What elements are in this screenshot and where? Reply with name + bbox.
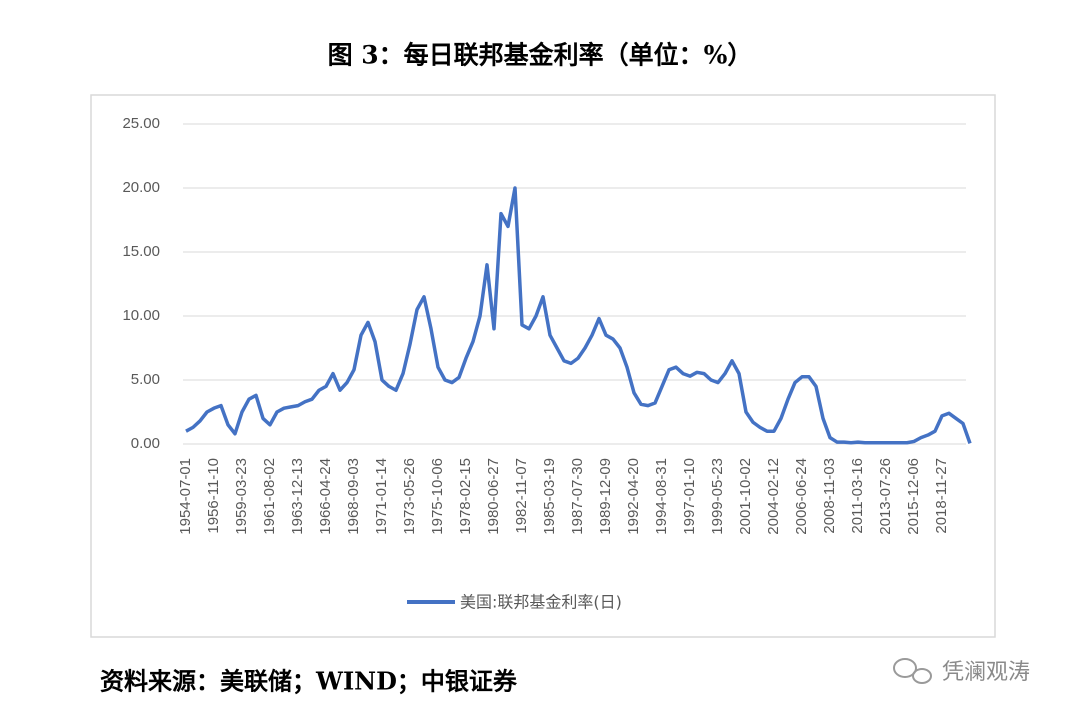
- y-tick-label: 25.00: [122, 115, 160, 132]
- series-line: [185, 186, 972, 445]
- chart-title: 图 3：每日联邦基金利率（单位：%）: [328, 41, 753, 70]
- x-tick-label: 2008-11-03: [821, 458, 838, 534]
- x-tick-label: 1985-03-19: [541, 458, 558, 535]
- x-tick-label: 1973-05-26: [401, 458, 418, 535]
- x-tick-label: 1966-04-24: [317, 458, 334, 535]
- x-tick-label: 1954-07-01: [177, 458, 194, 535]
- y-tick-label: 15.00: [122, 243, 160, 260]
- x-tick-label: 2004-02-12: [765, 458, 782, 535]
- x-tick-label: 1978-02-15: [457, 458, 474, 535]
- x-tick-label: 1959-03-23: [233, 458, 250, 535]
- chart-frame: [90, 94, 996, 638]
- x-tick-label: 2001-10-02: [737, 458, 754, 535]
- x-tick-label: 1992-04-20: [625, 458, 642, 535]
- x-tick-label: 1994-08-31: [653, 458, 670, 535]
- x-tick-label: 1999-05-23: [709, 458, 726, 535]
- x-tick-label: 1975-10-06: [429, 458, 446, 535]
- watermark-icon: [893, 658, 932, 684]
- x-tick-label: 1961-08-02: [261, 458, 278, 535]
- x-tick-label: 2006-06-24: [793, 458, 810, 535]
- x-tick-label: 1989-12-09: [597, 458, 614, 535]
- x-tick-label: 1987-07-30: [569, 458, 586, 535]
- y-tick-label: 20.00: [122, 179, 160, 196]
- x-tick-label: 1997-01-10: [681, 458, 698, 535]
- x-tick-label: 1971-01-14: [373, 458, 390, 535]
- y-tick-label: 0.00: [131, 435, 160, 452]
- y-tick-label: 10.00: [122, 307, 160, 324]
- x-tick-label: 1982-11-07: [513, 458, 530, 534]
- x-tick-label: 2018-11-27: [933, 458, 950, 534]
- x-tick-label: 1980-06-27: [485, 458, 502, 535]
- source-note: 资料来源：美联储；WIND；中银证券: [100, 667, 518, 696]
- legend-label: 美国:联邦基金利率(日): [460, 593, 622, 612]
- y-tick-label: 5.00: [131, 371, 160, 388]
- x-tick-label: 1956-11-10: [205, 458, 222, 534]
- x-tick-label: 1963-12-13: [289, 458, 306, 535]
- watermark: 凭澜观涛: [942, 660, 1030, 685]
- x-tick-label: 2011-03-16: [849, 458, 866, 534]
- x-tick-label: 2013-07-26: [877, 458, 894, 535]
- x-tick-label: 2015-12-06: [905, 458, 922, 535]
- x-tick-label: 1968-09-03: [345, 458, 362, 535]
